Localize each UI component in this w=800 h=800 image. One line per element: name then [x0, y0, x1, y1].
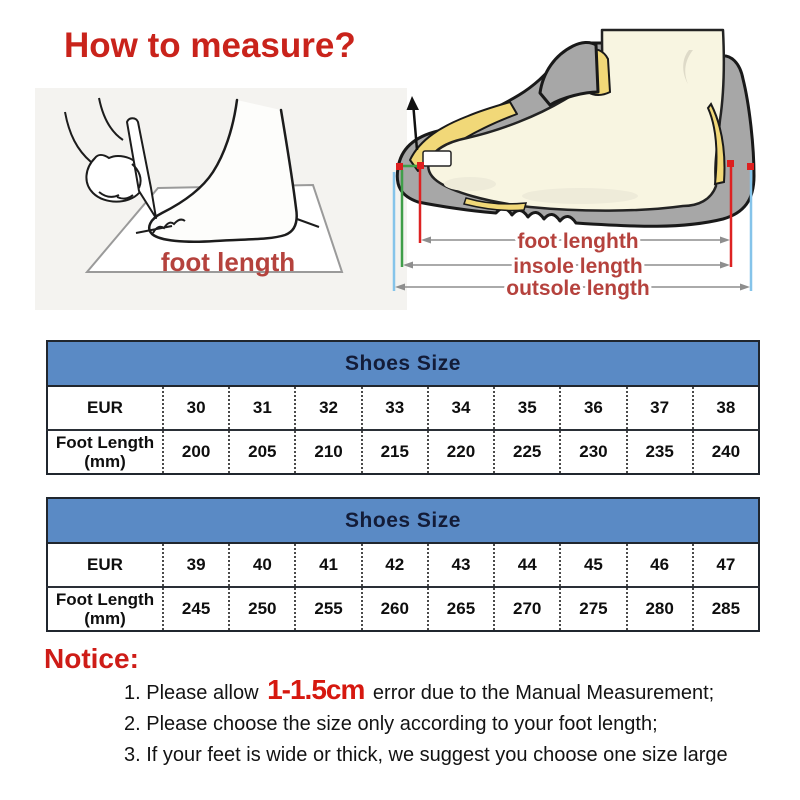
- length-cell: 220: [426, 430, 495, 474]
- length-cell: 200: [161, 430, 230, 474]
- insole-length-measure-label: insole length: [513, 255, 643, 278]
- traced-foot-outline: [148, 98, 298, 243]
- up-arrow-line: [412, 107, 419, 151]
- size-cell: 33: [360, 386, 428, 431]
- notice-item-1-prefix: 1. Please allow: [124, 682, 265, 704]
- dimension-arrowheads: [395, 236, 750, 291]
- size-cell: 40: [228, 543, 296, 588]
- row-header-foot-length: Foot Length (mm): [55, 589, 155, 628]
- length-cell: 285: [691, 587, 759, 631]
- traced-foot-fill: [149, 100, 297, 242]
- size-cell: 46: [625, 543, 693, 588]
- shoe-measurement-illustration: foot lenghth insole length outsole lengt…: [392, 28, 756, 303]
- size-cell: 45: [559, 543, 627, 588]
- length-cell: 235: [625, 430, 693, 474]
- ankle-shading: [683, 50, 693, 84]
- heel-tick-mark: [296, 218, 320, 228]
- insole-arch: [463, 197, 528, 212]
- size-cell: 39: [161, 543, 230, 588]
- size-cell: 42: [360, 543, 428, 588]
- size-cell: 44: [493, 543, 561, 588]
- page-title: How to measure?: [64, 26, 356, 65]
- toe-label-patch: [422, 150, 452, 167]
- measure-dot: [417, 162, 424, 169]
- length-cell: 205: [228, 430, 296, 474]
- toe-tick-mark: [135, 225, 173, 234]
- length-cell: 230: [559, 430, 627, 474]
- notice-item-1-highlight: 1-1.5cm: [267, 674, 365, 705]
- dimension-lines: [400, 239, 744, 288]
- notice-item-1-suffix: error due to the Manual Measurement;: [367, 682, 715, 704]
- finger-lines: [98, 163, 142, 200]
- toe-shadow: [444, 177, 496, 191]
- size-cell: 32: [294, 386, 362, 431]
- size-cell: 41: [294, 543, 362, 588]
- notice-item-3: 3. If your feet is wide or thick, we sug…: [124, 744, 728, 766]
- length-cell: 210: [294, 430, 362, 474]
- size-cell: 34: [426, 386, 495, 431]
- row-header-eur: EUR: [47, 386, 163, 431]
- measure-dot: [396, 163, 403, 170]
- size-cell: 35: [493, 386, 561, 431]
- wrist-lines: [64, 97, 124, 163]
- length-cell: 245: [161, 587, 230, 631]
- length-cell: 255: [294, 587, 362, 631]
- foot-length-measure-label: foot lenghth: [517, 230, 638, 253]
- notice-list: 1. Please allow 1-1.5cm error due to the…: [124, 674, 764, 773]
- pencil-icon: [126, 117, 157, 219]
- length-cell: 240: [691, 430, 759, 474]
- length-cell: 260: [360, 587, 428, 631]
- notice-item-2: 2. Please choose the size only according…: [124, 713, 658, 735]
- foot-shadow: [522, 188, 638, 204]
- toes-detail: [152, 218, 186, 234]
- table-title: Shoes Size: [47, 341, 759, 387]
- up-arrow-head: [406, 96, 419, 110]
- length-cell: 215: [360, 430, 428, 474]
- size-cell: 37: [625, 386, 693, 431]
- size-cell: 43: [426, 543, 495, 588]
- shoe-collar-strap: [538, 41, 600, 107]
- size-cell: 31: [228, 386, 296, 431]
- length-cell: 280: [625, 587, 693, 631]
- shoes-size-table-30-38: Shoes Size EUR 30 31 32 33 34 35 36 37 38 Foot Leng…: [46, 340, 760, 475]
- measure-dot: [747, 163, 754, 170]
- outsole-length-measure-label: outsole length: [506, 277, 650, 300]
- table-title: Shoes Size: [47, 498, 759, 544]
- row-header-foot-length: Foot Length (mm): [55, 432, 155, 471]
- size-cell: 36: [559, 386, 627, 431]
- notice-item-1: 1. Please allow 1-1.5cm error due to the…: [124, 674, 764, 706]
- foot-tracing-illustration: foot length: [35, 88, 407, 310]
- shoes-size-table-39-47: Shoes Size EUR 39 40 41 42 43 44 45 46 47 Foot Leng…: [46, 497, 760, 632]
- insole-heel: [706, 102, 726, 186]
- size-cell: 47: [691, 543, 759, 588]
- length-cell: 265: [426, 587, 495, 631]
- foot-length-label: foot length: [161, 247, 295, 277]
- measure-dot: [727, 160, 734, 167]
- size-cell: 38: [691, 386, 759, 431]
- notice-heading: Notice:: [44, 643, 139, 674]
- row-header-eur: EUR: [47, 543, 163, 588]
- size-cell: 30: [161, 386, 230, 431]
- length-cell: 275: [559, 587, 627, 631]
- length-cell: 270: [493, 587, 561, 631]
- length-cell: 225: [493, 430, 561, 474]
- length-cell: 250: [228, 587, 296, 631]
